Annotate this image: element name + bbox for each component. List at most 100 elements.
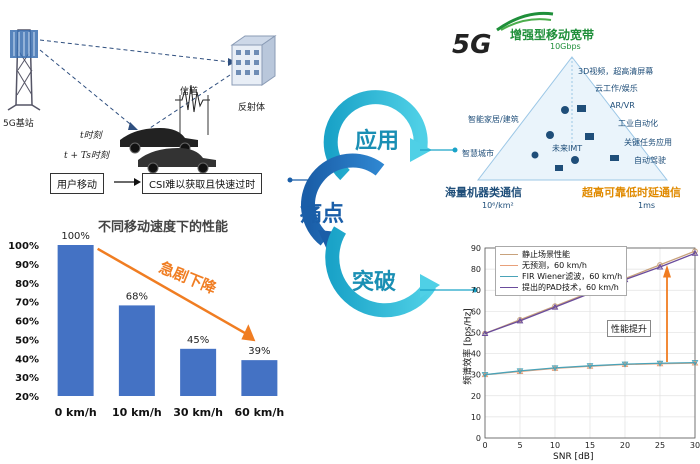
bar-category-label: 10 km/h (112, 406, 162, 419)
line-x-tick: 5 (517, 441, 522, 450)
decline-arrow-head (241, 324, 256, 342)
app-item-arvr: AR/VR (610, 101, 635, 110)
scene-panel: 5G基站 信道 反射体 t时刻 t + Ts时刻 用户移动 CSI难以获取且快速… (0, 0, 290, 205)
app-item-future-imt: 未来IMT (552, 144, 583, 153)
line-ylabel: 频谱效率 [bps/Hz] (463, 308, 474, 385)
reflector-label: 反射体 (238, 103, 266, 113)
legend-label: 提出的PAD技术，60 km/h (522, 283, 619, 292)
logo-5g: 5G (452, 30, 492, 60)
app-item-cloud: 云工作/娱乐 (595, 84, 638, 93)
car-icon (120, 128, 216, 174)
base-station-label: 5G基站 (3, 119, 34, 129)
line-x-tick: 10 (550, 441, 560, 450)
line-point (481, 372, 489, 379)
bar-y-tick: 60% (15, 317, 39, 328)
bar-y-tick: 30% (15, 373, 39, 384)
bar-y-tick: 20% (15, 392, 39, 403)
legend-entry: 静止场景性能 (500, 249, 622, 260)
bar (241, 360, 278, 396)
triangle-diagram (476, 56, 669, 181)
legend-swatch-icon (500, 276, 518, 277)
legend-entry: 提出的PAD技术，60 km/h (500, 282, 622, 293)
mmtc-title: 海量机器类通信 (445, 186, 522, 199)
line-xlabel: SNR [dB] (553, 452, 594, 462)
time-t-label: t时刻 (80, 131, 102, 141)
cycle-application-label: 应用 (355, 129, 400, 154)
line-x-tick: 25 (655, 441, 665, 450)
line-y-tick: 40 (471, 350, 481, 359)
line-point (691, 249, 699, 256)
line-series (484, 361, 696, 376)
bar-y-tick: 70% (15, 298, 39, 309)
bar (57, 245, 94, 396)
bar-y-tick: 40% (15, 354, 39, 365)
line-y-tick: 70 (471, 286, 481, 295)
app-item-smart-city: 智慧城市 (462, 149, 494, 158)
line-x-tick: 30 (690, 441, 700, 450)
line-point (656, 263, 664, 270)
bar (118, 305, 155, 396)
line-point (621, 361, 629, 368)
channel-label: 信道 (180, 87, 199, 97)
line-annotation: 性能提升 (607, 320, 652, 337)
legend-swatch-icon (500, 254, 518, 255)
line-y-tick: 90 (471, 244, 481, 253)
bar-category-label: 60 km/h (234, 406, 284, 419)
csi-box: CSI难以获取且快速过时 (142, 173, 263, 194)
bar-value-label: 68% (126, 291, 148, 302)
line-point (516, 317, 524, 324)
line-point (551, 365, 559, 372)
cycle-pain-point-label: 痛点 (300, 202, 345, 227)
bar (180, 348, 217, 396)
logo-swoosh-icon (496, 11, 554, 32)
app-item-auto-drive: 自动驾驶 (634, 156, 666, 165)
bar-y-tick: 80% (15, 279, 39, 290)
urllc-title: 超高可靠低时延通信 (582, 186, 681, 199)
bar-chart-title: 不同移动速度下的性能 (98, 220, 229, 235)
line-chart-panel: 0 10 20 30 40 50 60 70 80 90 0 5 10 15 20 25 30 静止场景性能无预… (455, 240, 700, 464)
line-point (481, 329, 489, 336)
bar-value-label: 100% (61, 231, 90, 242)
cycle-breakthrough-label: 突破 (352, 270, 397, 295)
bar-chart-panel: 不同移动速度下的性能 100% 90% 80% 70% 60% 50% 40% 30% 20% 1… (0, 210, 300, 464)
line-y-tick: 20 (471, 392, 481, 401)
line-point (656, 360, 664, 367)
app-item-mission: 关键任务应用 (624, 138, 672, 147)
line-y-tick: 10 (471, 413, 481, 422)
reflector-building-icon (230, 35, 277, 86)
base-station-icon (7, 29, 41, 111)
user-move-box: 用户移动 (50, 173, 104, 194)
bar-category-label: 30 km/h (173, 406, 223, 419)
bar-y-tick: 50% (15, 335, 39, 346)
line-y-tick: 50 (471, 328, 481, 337)
line-x-tick: 20 (620, 441, 630, 450)
legend-label: 静止场景性能 (522, 250, 570, 259)
line-x-tick: 15 (585, 441, 595, 450)
line-y-tick: 0 (476, 434, 481, 443)
app-item-3d-video: 3D视频，超高清屏幕 (578, 67, 654, 76)
bar-value-label: 39% (248, 346, 270, 357)
legend-entry: 无预测，60 km/h (500, 260, 622, 271)
line-x-tick: 0 (482, 441, 487, 450)
improve-arrow-head (663, 264, 671, 278)
line-point (551, 303, 559, 310)
line-y-tick: 30 (471, 371, 481, 380)
bar-y-tick: 100% (8, 241, 39, 252)
cycle-diagram (301, 90, 440, 318)
decline-arrow-line (97, 247, 250, 337)
legend-swatch-icon (500, 265, 518, 266)
channel-wave-icon (175, 84, 210, 135)
app-5g-panel: 5G 增强型移动宽带 10Gbps 3D视频，超高清屏幕 云工作/娱乐 AR/V… (440, 0, 700, 220)
embb-title: 增强型移动宽带 (510, 28, 595, 42)
bar-value-label: 45% (187, 335, 209, 346)
line-legend: 静止场景性能 无预测，60 km/h FIR Wiener滤波，60 km/h 提出的… (495, 246, 628, 296)
bar-chart-svg: 100% 90% 80% 70% 60% 50% 40% 30% 20% 100% 0 km/h 68… (8, 231, 284, 419)
scene-drawing (7, 29, 277, 186)
bar-category-label: 0 km/h (55, 406, 97, 419)
mmtc-density: 10⁶/km² (482, 201, 514, 210)
legend-label: 无预测，60 km/h (522, 261, 587, 270)
line-y-tick: 60 (471, 307, 481, 316)
urllc-latency: 1ms (638, 201, 656, 210)
line-y-tick: 80 (471, 265, 481, 274)
